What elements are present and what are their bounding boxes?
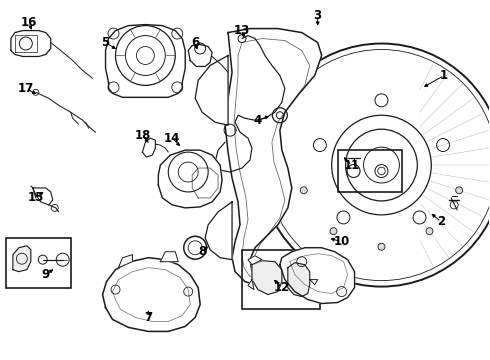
Polygon shape bbox=[105, 24, 185, 97]
Polygon shape bbox=[195, 55, 228, 125]
Polygon shape bbox=[205, 202, 232, 260]
Text: 15: 15 bbox=[27, 192, 44, 204]
Text: 5: 5 bbox=[101, 36, 110, 49]
Text: 16: 16 bbox=[21, 16, 37, 29]
Text: 9: 9 bbox=[42, 268, 50, 281]
Text: 8: 8 bbox=[198, 245, 206, 258]
Polygon shape bbox=[260, 44, 419, 287]
Text: 13: 13 bbox=[234, 24, 250, 37]
Text: 6: 6 bbox=[191, 36, 199, 49]
Text: 4: 4 bbox=[254, 114, 262, 127]
Polygon shape bbox=[13, 246, 31, 272]
Circle shape bbox=[456, 187, 463, 194]
Circle shape bbox=[330, 228, 337, 235]
Polygon shape bbox=[119, 255, 132, 268]
Text: 17: 17 bbox=[18, 82, 34, 95]
Text: 10: 10 bbox=[334, 235, 350, 248]
Polygon shape bbox=[225, 28, 322, 285]
Circle shape bbox=[426, 228, 433, 235]
Text: 7: 7 bbox=[145, 311, 152, 324]
Polygon shape bbox=[310, 280, 318, 285]
Polygon shape bbox=[248, 256, 262, 265]
Bar bbox=[242, 250, 319, 310]
Polygon shape bbox=[160, 252, 178, 262]
Circle shape bbox=[300, 187, 307, 194]
Text: 14: 14 bbox=[164, 132, 180, 145]
Polygon shape bbox=[280, 248, 355, 303]
Bar bbox=[6, 238, 71, 288]
Polygon shape bbox=[252, 261, 282, 294]
Text: 2: 2 bbox=[437, 215, 445, 228]
Text: 12: 12 bbox=[274, 281, 290, 294]
Polygon shape bbox=[188, 45, 212, 67]
Text: 1: 1 bbox=[440, 69, 448, 82]
Polygon shape bbox=[102, 258, 200, 332]
Circle shape bbox=[378, 243, 385, 250]
Polygon shape bbox=[11, 31, 51, 57]
Bar bbox=[338, 150, 402, 192]
Text: 18: 18 bbox=[134, 129, 150, 142]
Text: 11: 11 bbox=[343, 158, 360, 172]
Polygon shape bbox=[248, 280, 254, 289]
Polygon shape bbox=[288, 263, 310, 297]
Polygon shape bbox=[158, 150, 222, 208]
Text: 3: 3 bbox=[314, 9, 322, 22]
